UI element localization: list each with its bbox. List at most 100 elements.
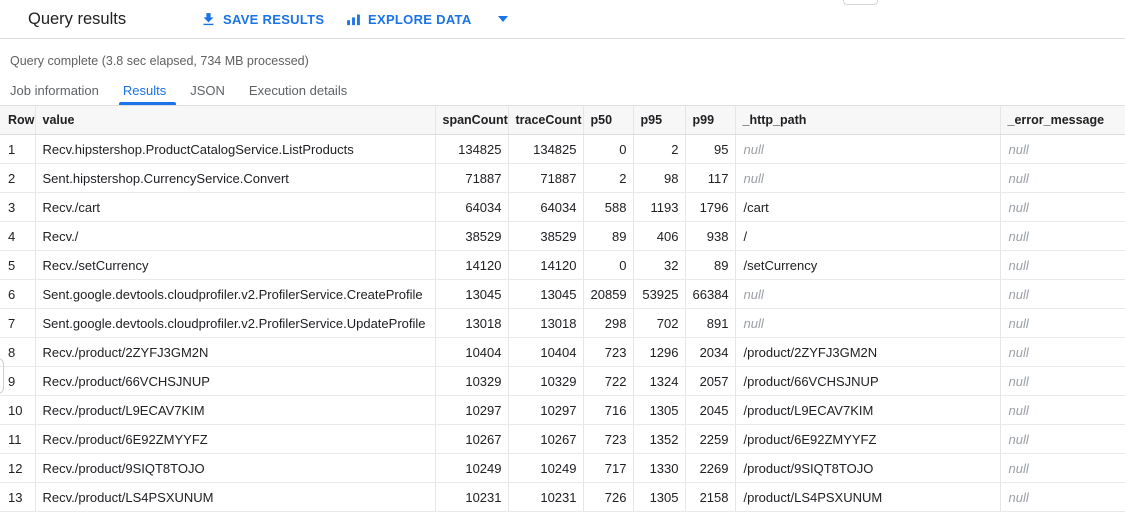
cell-p95: 406: [632, 221, 685, 251]
table-row: 3 Recv./cart 64034 64034 588 1193 1796/cart nul…: [0, 192, 1125, 222]
cell-spanCount: 10249: [434, 453, 508, 483]
cell-spanCount: 10297: [434, 395, 508, 425]
table-row: 11 Recv./product/6E92ZMYYFZ 10267 10267 723 1…: [0, 424, 1125, 454]
column-header-error-message: _error_message: [999, 105, 1125, 135]
cell-_http_path: /product/9SIQT8TOJO: [734, 453, 1000, 483]
tab-job-information[interactable]: Job information: [10, 83, 99, 98]
cell-spanCount: 64034: [434, 192, 508, 222]
row-number-cell: 11: [0, 424, 35, 454]
cell-p99: 2158: [684, 482, 735, 512]
toolbar: Query results SAVE RESULTS EXPLORE DATA: [0, 0, 1125, 39]
cell-spanCount: 38529: [434, 221, 508, 251]
cell-traceCount: 13045: [507, 279, 583, 309]
cell-_error_message: null: [999, 192, 1125, 222]
cell-spanCount: 13045: [434, 279, 508, 309]
row-number-cell: 10: [0, 395, 35, 425]
query-status-text: Query complete (3.8 sec elapsed, 734 MB …: [10, 54, 309, 68]
cell-p50: 716: [582, 395, 633, 425]
cell-value: Recv./product/9SIQT8TOJO: [34, 453, 435, 483]
cell-value: Sent.hipstershop.CurrencyService.Convert: [34, 163, 435, 193]
row-number-cell: 2: [0, 163, 35, 193]
cell-traceCount: 10329: [507, 366, 583, 396]
cell-p95: 1330: [632, 453, 685, 483]
cell-_error_message: null: [999, 395, 1125, 425]
cell-traceCount: 38529: [507, 221, 583, 251]
row-number-cell: 3: [0, 192, 35, 222]
cell-_error_message: null: [999, 482, 1125, 512]
tab-json[interactable]: JSON: [190, 83, 225, 98]
cell-_http_path: /product/L9ECAV7KIM: [734, 395, 1000, 425]
cell-p99: 2259: [684, 424, 735, 454]
cell-p99: 117: [684, 163, 735, 193]
table-row: 9 Recv./product/66VCHSJNUP 10329 10329 722 13…: [0, 366, 1125, 396]
cell-p50: 726: [582, 482, 633, 512]
cell-p95: 702: [632, 308, 685, 338]
table-row: 10 Recv./product/L9ECAV7KIM 10297 10297 716 1…: [0, 395, 1125, 425]
cell-spanCount: 134825: [434, 134, 508, 164]
cell-_http_path: null: [734, 308, 1000, 338]
cell-p50: 89: [582, 221, 633, 251]
cell-p50: 298: [582, 308, 633, 338]
explore-data-button[interactable]: EXPLORE DATA: [345, 0, 508, 38]
table-row: 8 Recv./product/2ZYFJ3GM2N 10404 10404 723 12…: [0, 337, 1125, 367]
cell-traceCount: 13018: [507, 308, 583, 338]
table-row: 12 Recv./product/9SIQT8TOJO 10249 10249 717 1…: [0, 453, 1125, 483]
cell-p99: 89: [684, 250, 735, 280]
cell-value: Recv./setCurrency: [34, 250, 435, 280]
cell-p95: 98: [632, 163, 685, 193]
cell-spanCount: 10329: [434, 366, 508, 396]
row-number-cell: 7: [0, 308, 35, 338]
column-header-value: value: [34, 105, 435, 135]
cell-_error_message: null: [999, 250, 1125, 280]
cell-value: Recv./product/LS4PSXUNUM: [34, 482, 435, 512]
cell-_http_path: /setCurrency: [734, 250, 1000, 280]
tab-results[interactable]: Results: [118, 76, 177, 105]
table-row: 5 Recv./setCurrency 14120 14120 0 32 89/setCur…: [0, 250, 1125, 280]
cropped-toolbar-button[interactable]: [843, 0, 878, 5]
cell-value: Sent.google.devtools.cloudprofiler.v2.Pr…: [34, 308, 435, 338]
table-row: 1 Recv.hipstershop.ProductCatalogService.…: [0, 134, 1125, 164]
row-number-cell: 8: [0, 337, 35, 367]
cell-traceCount: 10231: [507, 482, 583, 512]
cell-value: Recv./product/L9ECAV7KIM: [34, 395, 435, 425]
table-row: 6 Sent.google.devtools.cloudprofiler.v2.P…: [0, 279, 1125, 309]
results-table: Row value spanCount traceCount p50 p95 p…: [0, 105, 1125, 512]
cell-spanCount: 10267: [434, 424, 508, 454]
cell-p99: 1796: [684, 192, 735, 222]
bar-chart-icon: [345, 11, 362, 28]
save-results-button[interactable]: SAVE RESULTS: [200, 0, 324, 38]
table-header-row: Row value spanCount traceCount p50 p95 p…: [0, 105, 1125, 135]
cell-p95: 1296: [632, 337, 685, 367]
cell-p99: 2034: [684, 337, 735, 367]
cell-value: Recv./product/66VCHSJNUP: [34, 366, 435, 396]
download-icon: [200, 11, 217, 28]
save-results-label: SAVE RESULTS: [223, 11, 325, 27]
cell-p50: 723: [582, 337, 633, 367]
cell-spanCount: 71887: [434, 163, 508, 193]
column-header-http-path: _http_path: [734, 105, 1000, 135]
cell-_http_path: /product/LS4PSXUNUM: [734, 482, 1000, 512]
cell-_http_path: /product/2ZYFJ3GM2N: [734, 337, 1000, 367]
cell-p95: 1352: [632, 424, 685, 454]
cell-p50: 723: [582, 424, 633, 454]
cell-_error_message: null: [999, 366, 1125, 396]
row-number-cell: 6: [0, 279, 35, 309]
cell-p95: 32: [632, 250, 685, 280]
cell-spanCount: 10231: [434, 482, 508, 512]
table-row: 7 Sent.google.devtools.cloudprofiler.v2.P…: [0, 308, 1125, 338]
column-header-spancount: spanCount: [434, 105, 508, 135]
cell-spanCount: 10404: [434, 337, 508, 367]
row-number-cell: 13: [0, 482, 35, 512]
row-number-cell: 4: [0, 221, 35, 251]
cell-value: Recv.hipstershop.ProductCatalogService.L…: [34, 134, 435, 164]
page-title: Query results: [28, 10, 127, 28]
tab-execution-details[interactable]: Execution details: [248, 83, 348, 98]
row-number-cell: 12: [0, 453, 35, 483]
cell-p95: 1324: [632, 366, 685, 396]
row-number-cell: 1: [0, 134, 35, 164]
cell-spanCount: 14120: [434, 250, 508, 280]
cell-_error_message: null: [999, 337, 1125, 367]
cell-_http_path: /product/6E92ZMYYFZ: [734, 424, 1000, 454]
cell-_error_message: null: [999, 221, 1125, 251]
